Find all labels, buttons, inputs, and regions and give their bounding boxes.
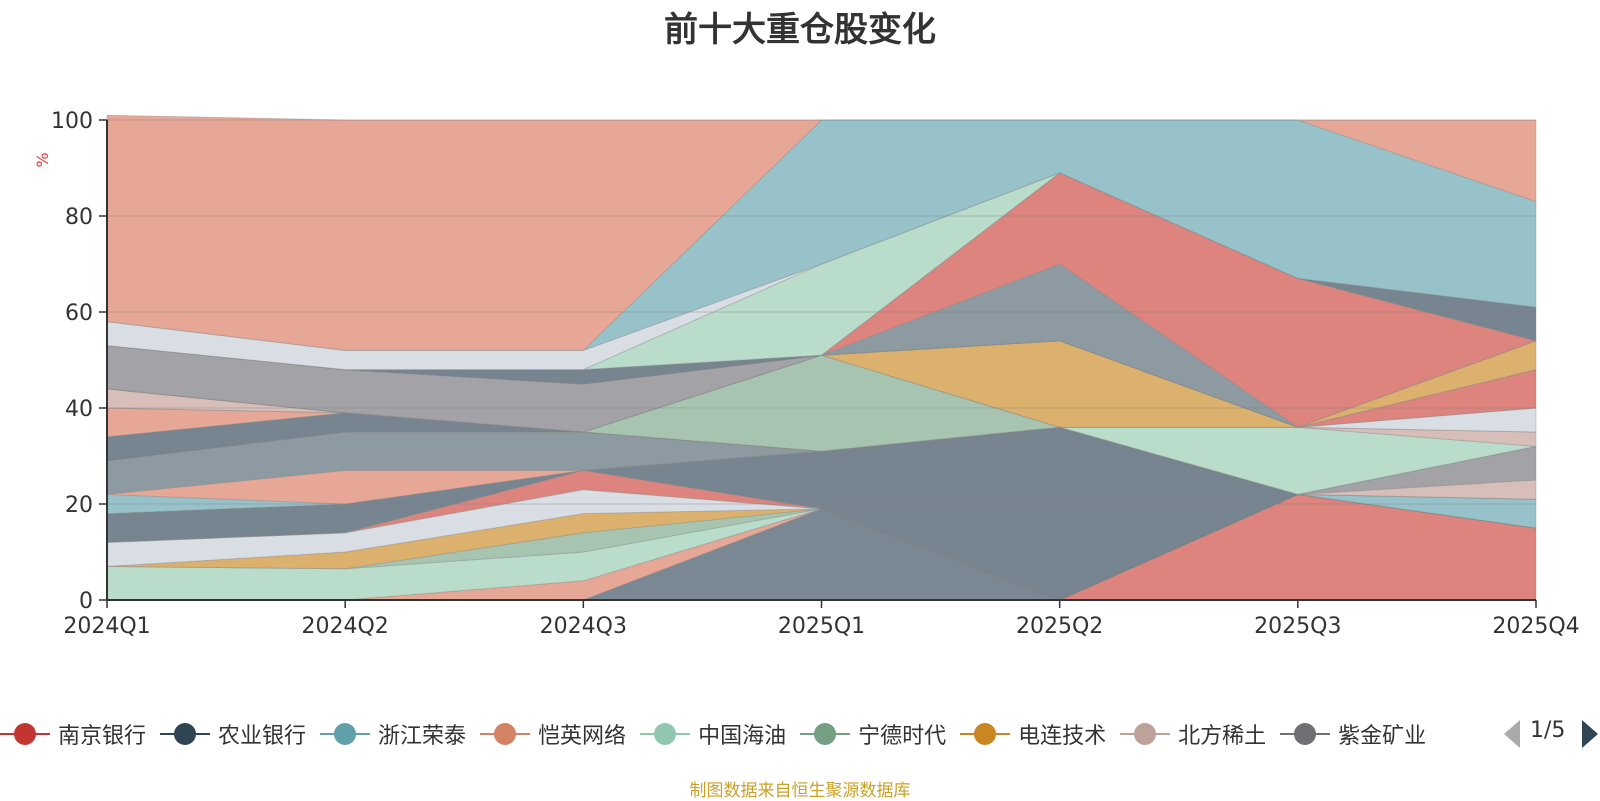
area-series-group: [106, 114, 1538, 601]
legend-marker-icon: [1120, 722, 1171, 746]
x-tick-label: 2024Q1: [63, 614, 150, 639]
legend-marker-icon: [480, 722, 531, 746]
stacked-area-chart: 0 20 40 60 80 100 2024Q1 2024Q2 2024Q3 2025Q1 2025…: [33, 109, 1580, 639]
legend: 南京银行 农业银行 浙江荣泰 恺英网络 中国海油 宁德时代 电连技术 北方稀土 紫金矿业: [0, 712, 1500, 756]
chart-title: 前十大重仓股变化: [664, 10, 936, 50]
area-series-l: [106, 426, 1537, 500]
x-tick-label: 2025Q3: [1254, 614, 1341, 639]
legend-next-arrow-icon[interactable]: [1582, 720, 1598, 748]
x-tick-label: 2025Q1: [778, 614, 865, 639]
y-tick-label: 100: [51, 109, 93, 134]
legend-marker-icon: [960, 722, 1011, 746]
y-tick-label: 60: [65, 301, 93, 326]
legend-prev-arrow-icon[interactable]: [1504, 720, 1520, 748]
legend-pager: 1/5: [1500, 712, 1600, 756]
y-tick-label: 40: [65, 397, 93, 422]
legend-item[interactable]: 农业银行: [160, 712, 306, 756]
y-tick-label: 0: [79, 589, 93, 614]
legend-label: 浙江荣泰: [378, 724, 467, 749]
area-series-r: [106, 388, 1537, 452]
legend-label: 恺英网络: [538, 724, 627, 749]
legend-marker-icon: [160, 722, 211, 746]
legend-page-indicator: 1/5: [1530, 718, 1566, 743]
y-tick-label: 20: [65, 493, 93, 518]
legend-marker-icon: [0, 722, 50, 746]
legend-marker-icon: [1280, 722, 1331, 746]
x-tick-label: 2024Q3: [540, 614, 627, 639]
legend-label: 北方稀土: [1178, 724, 1267, 749]
legend-item[interactable]: 电连技术: [960, 712, 1106, 756]
legend-item[interactable]: 紫金矿业: [1280, 712, 1426, 756]
y-tick-label: 80: [65, 205, 93, 230]
legend-label: 电连技术: [1018, 724, 1107, 749]
legend-marker-icon: [640, 722, 691, 746]
legend-item[interactable]: 恺英网络: [480, 712, 626, 756]
legend-marker-icon: [800, 722, 851, 746]
area-series-g: [106, 489, 1537, 601]
source-note: 制图数据来自恒生聚源数据库: [689, 781, 911, 801]
legend-label: 紫金矿业: [1338, 724, 1427, 749]
legend-marker-icon: [320, 722, 371, 746]
y-axis-label: %: [33, 152, 52, 167]
legend-label: 中国海油: [698, 724, 787, 749]
axes: 0 20 40 60 80 100 2024Q1 2024Q2 2024Q3 2025Q1 2025…: [51, 109, 1580, 639]
area-series-ae: [106, 114, 1537, 351]
legend-item[interactable]: 宁德时代: [800, 712, 946, 756]
legend-label: 农业银行: [218, 724, 307, 749]
legend-label: 宁德时代: [858, 724, 947, 749]
legend-label: 南京银行: [58, 724, 147, 749]
x-tick-label: 2025Q2: [1016, 614, 1103, 639]
area-series-n: [106, 426, 1537, 495]
x-tick-label: 2024Q2: [302, 614, 389, 639]
legend-item[interactable]: 中国海油: [640, 712, 786, 756]
legend-item[interactable]: 北方稀土: [1120, 712, 1266, 756]
legend-item[interactable]: 浙江荣泰: [320, 712, 466, 756]
area-series-m: [106, 426, 1537, 500]
x-tick-label: 2025Q4: [1492, 614, 1579, 639]
legend-item[interactable]: 南京银行: [0, 712, 146, 756]
